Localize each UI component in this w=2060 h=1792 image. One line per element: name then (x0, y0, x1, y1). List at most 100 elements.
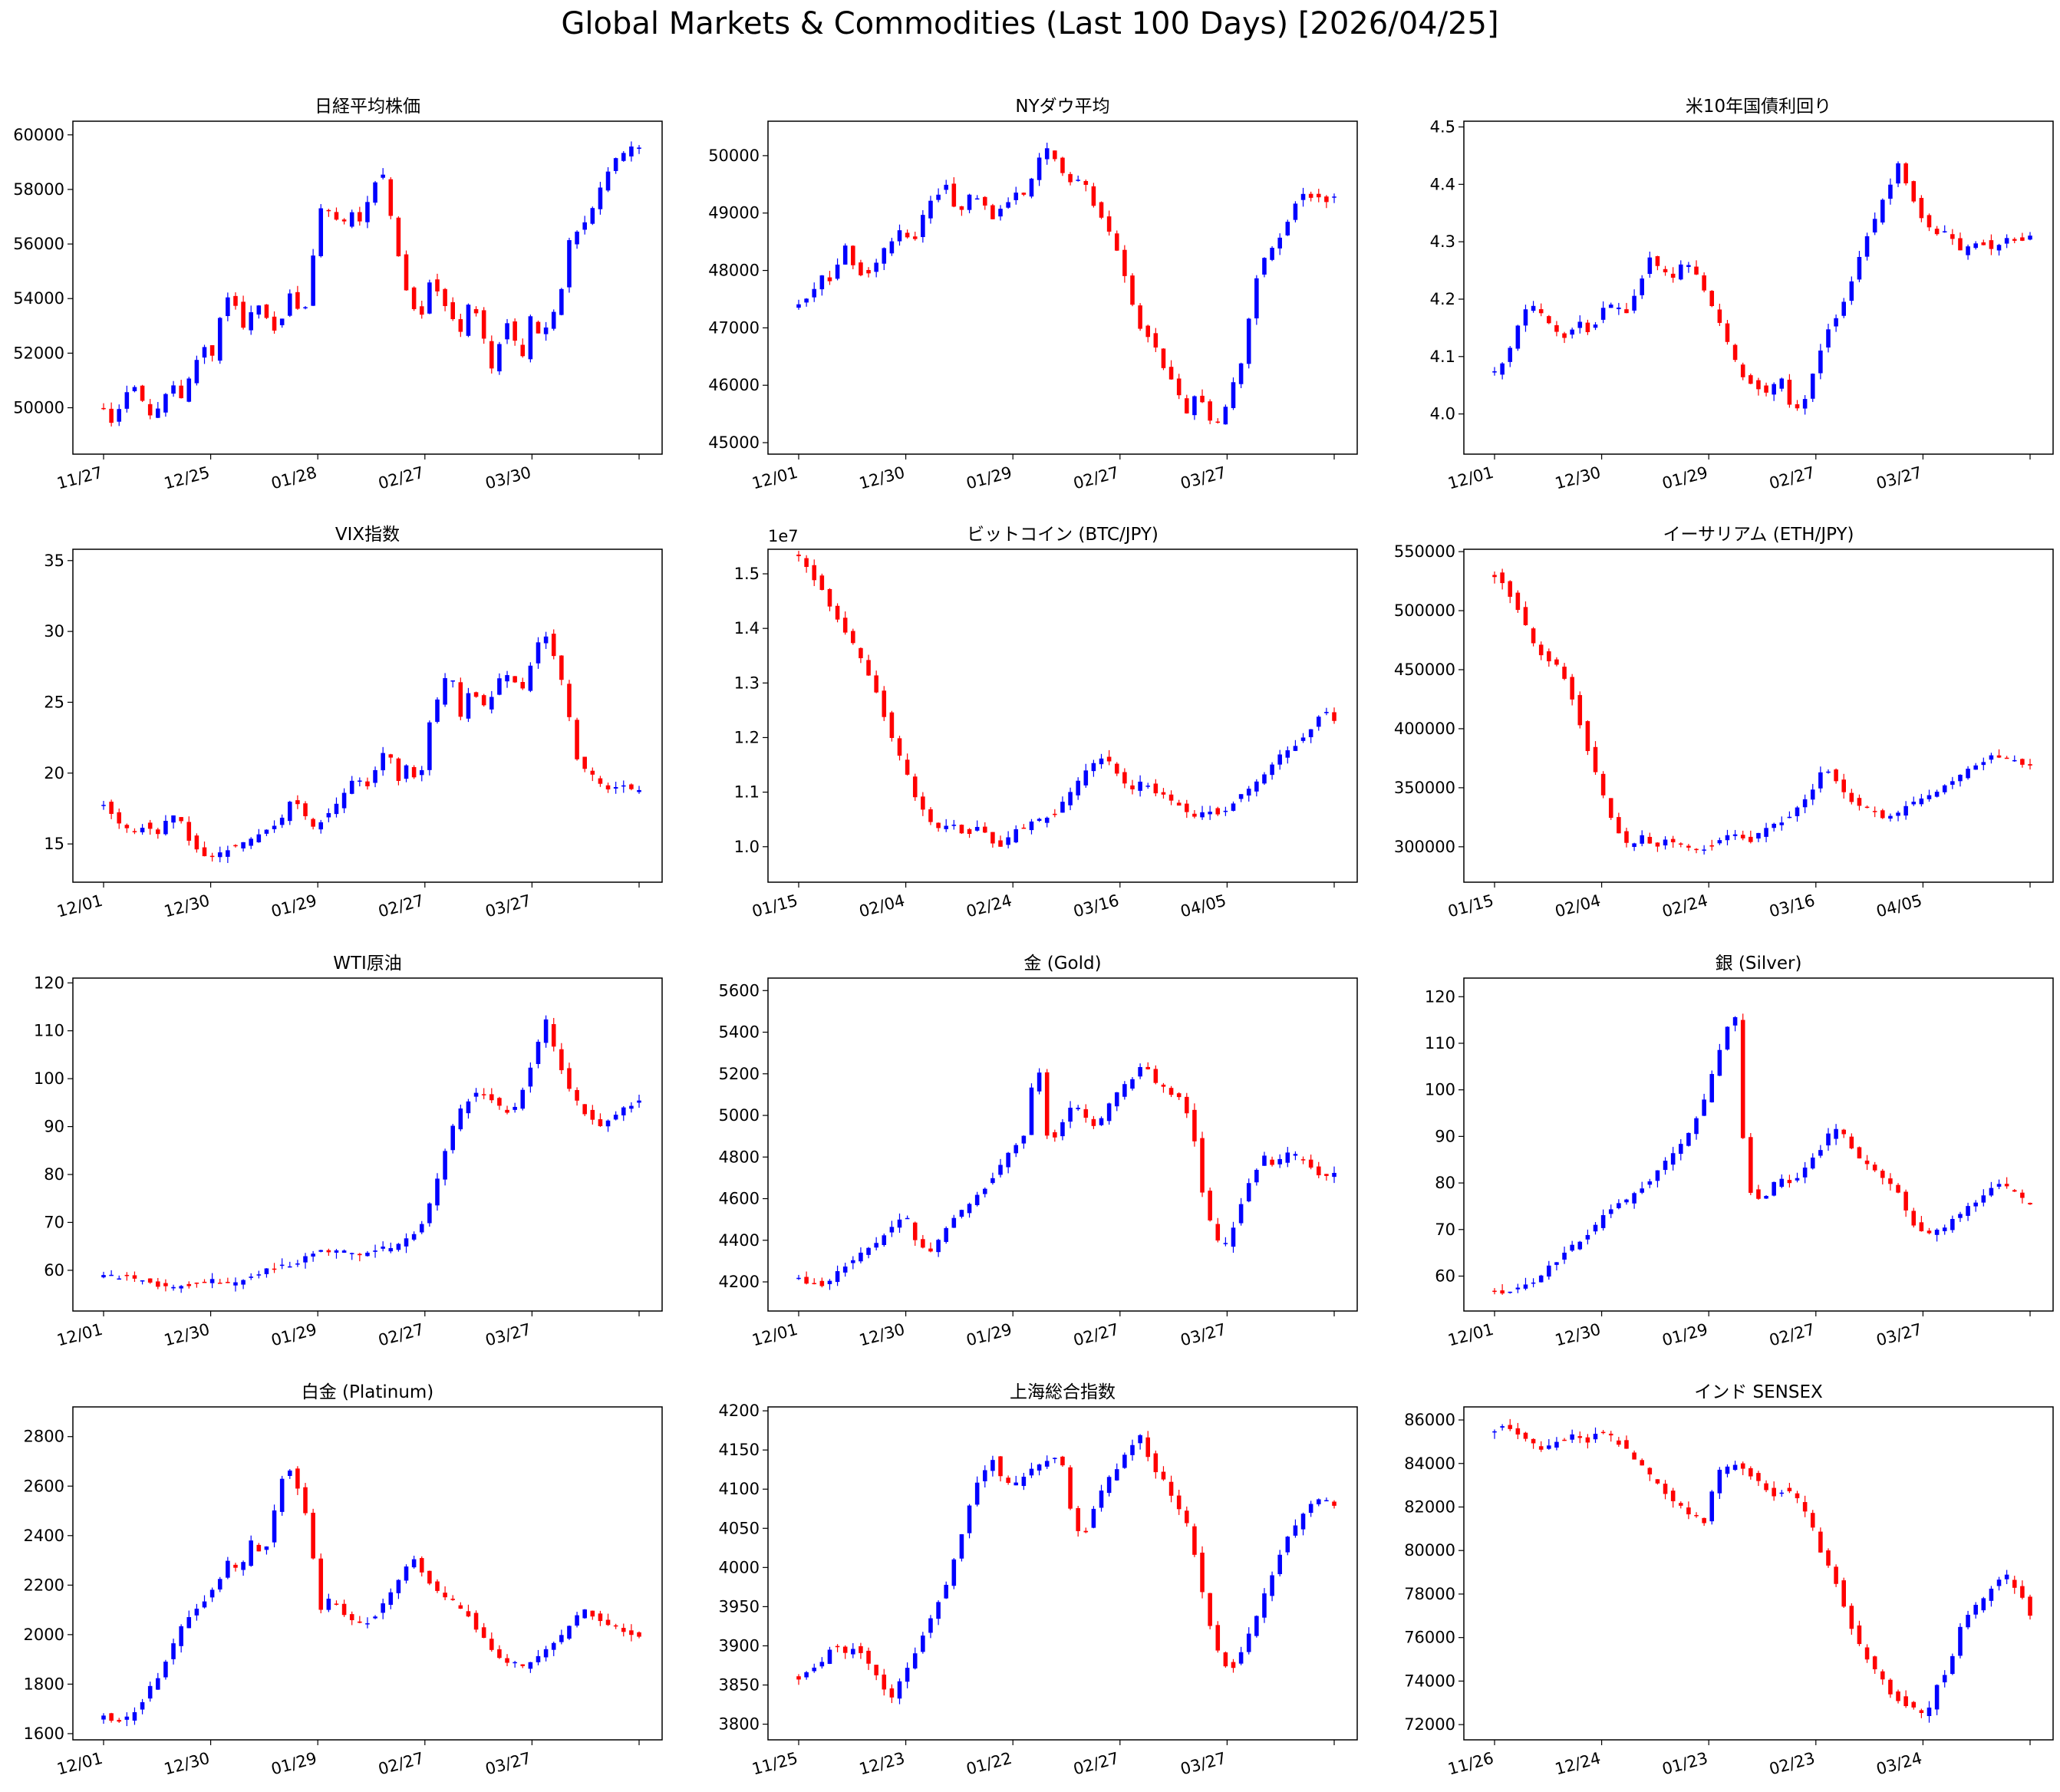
candle (936, 1238, 941, 1257)
candle (419, 1556, 424, 1577)
x-tick-label: 01/29 (269, 891, 319, 921)
candle (381, 746, 385, 776)
candle (951, 177, 957, 208)
candle (1106, 749, 1112, 766)
candle (450, 1595, 455, 1601)
candle (1176, 374, 1182, 400)
candle (279, 1475, 285, 1516)
candle (1153, 1450, 1159, 1479)
chart-title: VIX指数 (335, 525, 400, 545)
candle (882, 1233, 887, 1247)
candle (109, 1712, 114, 1723)
candle (1324, 1174, 1329, 1181)
candle (1515, 324, 1521, 351)
candle (1996, 749, 2002, 759)
y-tick-label: 50000 (13, 399, 64, 417)
candle (1122, 1081, 1127, 1100)
candle (1223, 1237, 1228, 1247)
candle (358, 777, 362, 787)
candle (1231, 801, 1236, 812)
axes-frame (767, 120, 1358, 455)
candle (1500, 362, 1505, 380)
candle (1632, 842, 1636, 852)
candle (1709, 1490, 1715, 1525)
candle (404, 764, 409, 782)
candle (303, 1483, 308, 1516)
candle (804, 1671, 809, 1680)
y-tick-label: 70 (44, 1213, 64, 1231)
candle (140, 384, 145, 403)
candle (1640, 830, 1644, 847)
candle (1176, 1092, 1182, 1100)
y-tick-label: 1.3 (734, 674, 760, 692)
candle (598, 1113, 603, 1128)
axes-frame (1463, 1406, 2054, 1741)
candle (427, 1202, 432, 1227)
candle (835, 1265, 840, 1286)
candle (1308, 729, 1313, 743)
candle (1772, 1481, 1776, 1501)
candle (1053, 809, 1057, 818)
candle (411, 1555, 417, 1569)
candle (866, 267, 871, 278)
candle (1254, 779, 1259, 797)
candle (1694, 848, 1699, 854)
candle (443, 1586, 447, 1600)
chart-title: 金 (Gold) (1023, 954, 1101, 973)
candle (117, 1275, 122, 1280)
candle (396, 1579, 401, 1599)
candle (551, 1641, 556, 1656)
candle (1316, 1498, 1321, 1507)
candle (1624, 302, 1629, 314)
candle (2020, 1580, 2025, 1599)
y-tick-label: 4200 (719, 1273, 760, 1291)
candle (835, 603, 840, 623)
candle (1849, 1133, 1854, 1150)
candle (1300, 187, 1306, 207)
candle (489, 335, 494, 374)
x-tick-label: 03/27 (483, 1320, 533, 1350)
candle (396, 757, 401, 786)
candle (1293, 1151, 1298, 1161)
candle (1037, 1068, 1042, 1095)
candle (1122, 768, 1127, 789)
candle (889, 710, 895, 742)
candle (179, 1285, 183, 1293)
candle (1911, 1701, 1917, 1710)
candle (1523, 1277, 1528, 1291)
candle (897, 1213, 902, 1234)
candle (1888, 1173, 1893, 1191)
candle (1014, 1143, 1019, 1158)
axes-frame (767, 977, 1358, 1312)
candle (179, 816, 183, 824)
y-tick-label: 20 (44, 764, 64, 782)
chart-title: NYダウ平均 (1015, 97, 1109, 117)
candle (1608, 302, 1613, 308)
candle (334, 207, 339, 221)
candle (1717, 1043, 1722, 1076)
candle (1192, 1524, 1197, 1557)
candle (1888, 178, 1893, 205)
candle (613, 157, 618, 174)
x-tick-label: 12/01 (55, 1749, 105, 1779)
candle (974, 195, 980, 200)
candle (226, 292, 230, 321)
candle (303, 801, 308, 820)
candle (481, 1088, 486, 1099)
candle (171, 815, 176, 829)
candle (171, 1639, 176, 1665)
y-tick-label: 15 (44, 835, 64, 853)
y-tick-label: 2800 (24, 1428, 64, 1446)
candle (889, 1684, 895, 1704)
candle (944, 180, 948, 194)
x-tick-label: 02/27 (376, 891, 426, 921)
candle (194, 833, 199, 853)
candle (1332, 707, 1337, 724)
candle (1246, 1178, 1251, 1203)
candle (450, 1124, 455, 1154)
candle (1547, 1260, 1551, 1280)
candle (388, 176, 394, 219)
axes-frame (72, 548, 663, 883)
candle (1044, 142, 1050, 165)
candle (590, 1610, 595, 1620)
